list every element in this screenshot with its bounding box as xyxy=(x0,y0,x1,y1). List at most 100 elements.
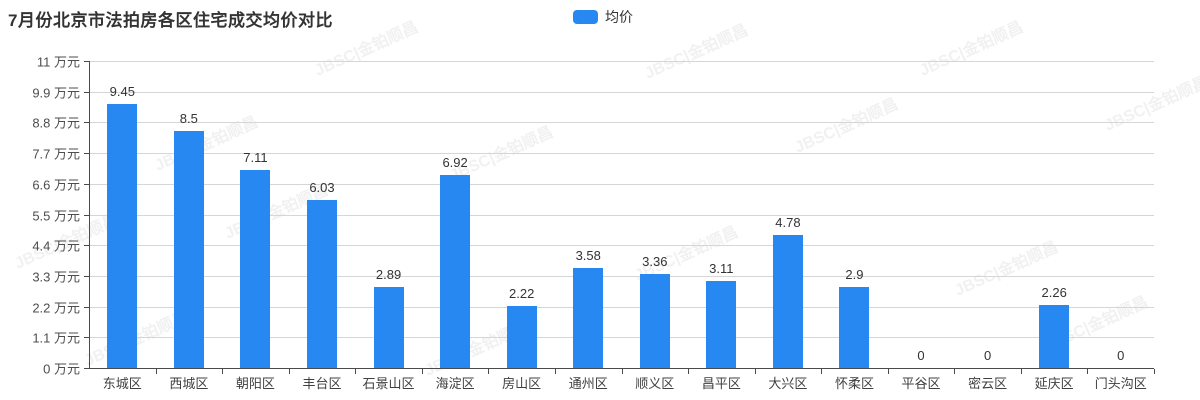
bar-value-label: 2.89 xyxy=(375,267,402,283)
x-axis-tick xyxy=(1020,369,1022,374)
bar-海淀区[interactable] xyxy=(440,174,471,368)
x-axis-tick xyxy=(1087,369,1089,374)
bar-value-label: 3.58 xyxy=(575,248,601,264)
x-axis-tick xyxy=(754,369,756,374)
x-axis-tick xyxy=(954,369,956,374)
x-axis-label: 石景山区 xyxy=(362,376,415,391)
y-axis-tick xyxy=(84,153,89,155)
bar-怀柔区[interactable] xyxy=(839,287,870,368)
y-axis-label: 9.9 万元 xyxy=(32,85,80,101)
x-axis-label: 怀柔区 xyxy=(834,376,874,391)
y-axis-tick xyxy=(84,122,89,124)
chart-title: 7月份北京市法拍房各区住宅成交均价对比 xyxy=(8,11,333,30)
x-axis-label: 延庆区 xyxy=(1034,376,1074,391)
x-axis-tick xyxy=(488,369,490,374)
x-axis-line xyxy=(89,368,1154,369)
x-axis-tick xyxy=(621,369,623,374)
gridline xyxy=(89,91,1154,93)
bar-value-label: 6.92 xyxy=(442,154,468,170)
bar-value-label: 0 xyxy=(1117,348,1125,363)
bar-西城区[interactable] xyxy=(173,130,204,368)
x-axis-label: 顺义区 xyxy=(635,376,675,391)
bar-大兴区[interactable] xyxy=(772,234,803,368)
bar-丰台区[interactable] xyxy=(306,199,337,368)
y-axis-label: 7.7 万元 xyxy=(32,146,80,162)
y-axis-label: 6.6 万元 xyxy=(32,177,80,193)
bar-通州区[interactable] xyxy=(573,268,604,368)
bar-value-label: 0 xyxy=(983,348,992,363)
bar-顺义区[interactable] xyxy=(639,274,670,368)
legend-label: 均价 xyxy=(605,9,633,25)
x-axis-label: 丰台区 xyxy=(302,376,342,391)
x-axis-tick xyxy=(688,369,690,374)
bar-value-label: 2.22 xyxy=(509,286,535,302)
bar-value-label: 3.11 xyxy=(709,261,734,277)
y-axis-tick xyxy=(84,368,89,369)
x-axis-tick xyxy=(887,369,889,374)
x-axis-label: 门头沟区 xyxy=(1094,376,1147,391)
bar-value-label: 0 xyxy=(917,348,925,363)
y-axis-tick xyxy=(84,91,89,93)
bar-value-label: 7.11 xyxy=(243,149,268,165)
x-axis-label: 密云区 xyxy=(968,376,1008,391)
x-axis-tick xyxy=(1154,369,1155,374)
y-axis-label: 3.3 万元 xyxy=(32,269,80,285)
y-axis-label: 8.8 万元 xyxy=(32,115,80,131)
y-axis-label: 11 万元 xyxy=(36,54,80,70)
y-axis-tick xyxy=(84,306,89,308)
bar-石景山区[interactable] xyxy=(373,287,404,368)
x-axis-tick xyxy=(222,369,224,374)
bar-东城区[interactable] xyxy=(107,104,138,368)
gridline xyxy=(89,214,1154,216)
bar-朝阳区[interactable] xyxy=(240,169,271,368)
gridline xyxy=(89,337,1154,339)
legend-item-avg-price[interactable]: 均价 xyxy=(573,7,633,27)
gridline xyxy=(89,153,1154,155)
x-axis-label: 朝阳区 xyxy=(235,376,275,391)
x-axis-label: 大兴区 xyxy=(768,376,808,391)
x-axis-label: 西城区 xyxy=(169,376,209,391)
x-axis-tick xyxy=(554,369,556,374)
x-axis-label: 房山区 xyxy=(502,376,542,391)
x-axis-label: 海淀区 xyxy=(435,376,475,391)
gridline xyxy=(89,306,1154,308)
y-axis-tick xyxy=(84,337,89,339)
bar-value-label: 2.26 xyxy=(1041,284,1067,300)
bar-昌平区[interactable] xyxy=(706,281,737,368)
x-axis-tick xyxy=(821,369,823,374)
gridline xyxy=(89,122,1154,124)
y-axis-tick xyxy=(84,275,89,277)
x-axis-tick xyxy=(155,369,157,374)
x-axis-label: 通州区 xyxy=(568,376,608,391)
x-axis-label: 昌平区 xyxy=(701,376,741,391)
y-axis-label: 0 万元 xyxy=(43,361,80,377)
y-axis-label: 4.4 万元 xyxy=(32,238,80,254)
y-axis-label: 2.2 万元 xyxy=(32,300,80,316)
bar-value-label: 4.78 xyxy=(775,214,801,230)
bar-value-label: 8.5 xyxy=(179,110,198,126)
bar-value-label: 3.36 xyxy=(642,254,668,270)
bar-value-label: 6.03 xyxy=(309,179,335,195)
y-axis-label: 5.5 万元 xyxy=(32,208,80,223)
x-axis-tick xyxy=(421,369,423,374)
gridline xyxy=(89,275,1154,277)
x-axis-tick xyxy=(355,369,357,374)
y-axis-label: 1.1 万元 xyxy=(32,330,80,346)
bar-value-label: 9.45 xyxy=(109,84,135,100)
bar-延庆区[interactable] xyxy=(1039,304,1070,368)
x-axis-label: 平谷区 xyxy=(901,376,941,391)
bar-房山区[interactable] xyxy=(506,306,537,368)
y-axis-tick xyxy=(84,61,89,62)
legend-color-swatch xyxy=(573,10,598,24)
y-axis-line xyxy=(89,61,90,368)
y-axis-tick xyxy=(84,245,89,247)
gridline xyxy=(89,61,1154,62)
gridline xyxy=(89,245,1154,247)
x-axis-label: 东城区 xyxy=(102,376,142,391)
gridline xyxy=(89,183,1154,185)
y-axis-tick xyxy=(84,183,89,185)
bar-value-label: 2.9 xyxy=(845,267,864,283)
y-axis-tick xyxy=(84,214,89,216)
